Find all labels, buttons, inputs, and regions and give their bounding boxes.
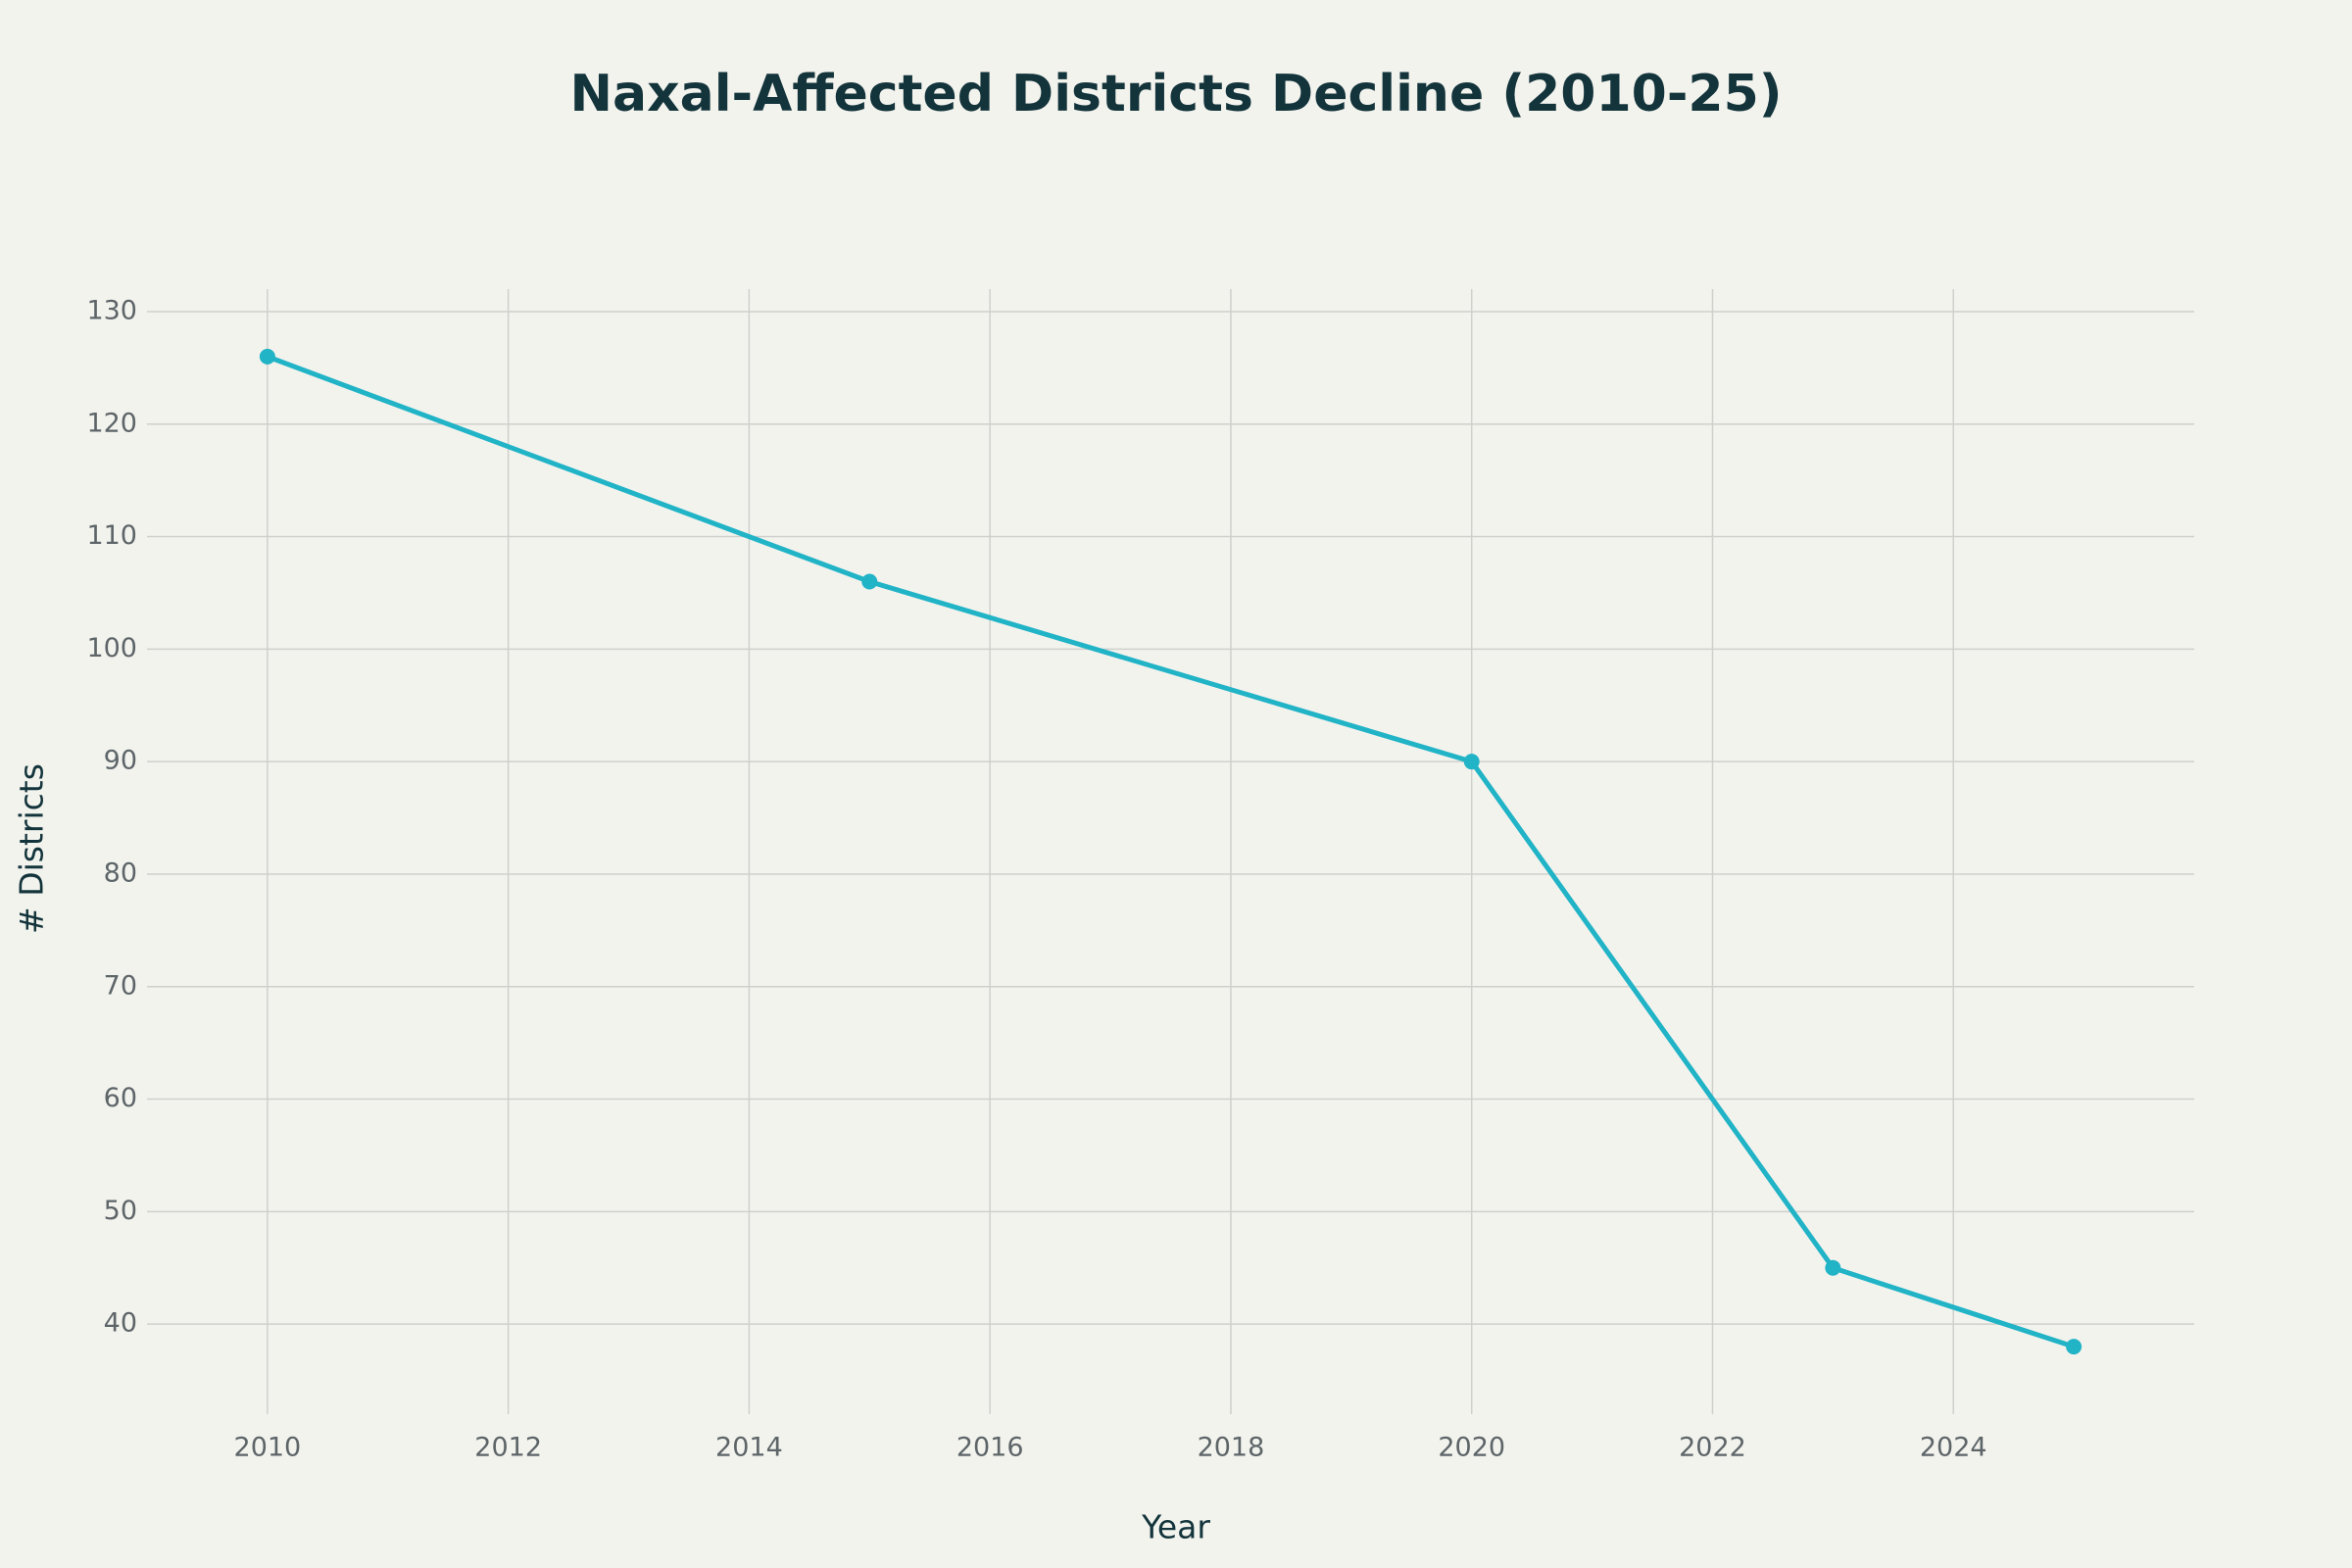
data-point	[2066, 1339, 2082, 1355]
data-point	[259, 348, 275, 365]
y-tick-label: 60	[104, 1083, 137, 1113]
y-tick-label: 80	[104, 858, 137, 888]
y-tick-label: 50	[104, 1196, 137, 1226]
chart-title: Naxal-Affected Districts Decline (2010-2…	[569, 65, 1782, 123]
y-tick-label: 120	[86, 408, 137, 438]
x-tick-label: 2012	[474, 1433, 542, 1463]
data-point	[1825, 1259, 1841, 1276]
x-tick-label: 2016	[956, 1433, 1024, 1463]
y-tick-label: 40	[104, 1308, 137, 1339]
x-tick-label: 2022	[1679, 1433, 1746, 1463]
x-tick-label: 2014	[715, 1433, 783, 1463]
x-tick-label: 2020	[1438, 1433, 1505, 1463]
x-tick-label: 2010	[234, 1433, 302, 1463]
x-axis-title: Year	[1141, 1508, 1210, 1546]
y-tick-label: 110	[86, 520, 137, 551]
y-tick-label: 70	[104, 970, 137, 1001]
y-tick-label: 90	[104, 746, 137, 776]
y-tick-label: 100	[86, 633, 137, 663]
x-tick-label: 2024	[1920, 1433, 1987, 1463]
data-point	[1463, 754, 1480, 770]
y-axis-title: # Districts	[13, 763, 51, 934]
y-tick-label: 130	[86, 295, 137, 325]
x-tick-label: 2018	[1198, 1433, 1265, 1463]
data-point	[861, 573, 878, 590]
